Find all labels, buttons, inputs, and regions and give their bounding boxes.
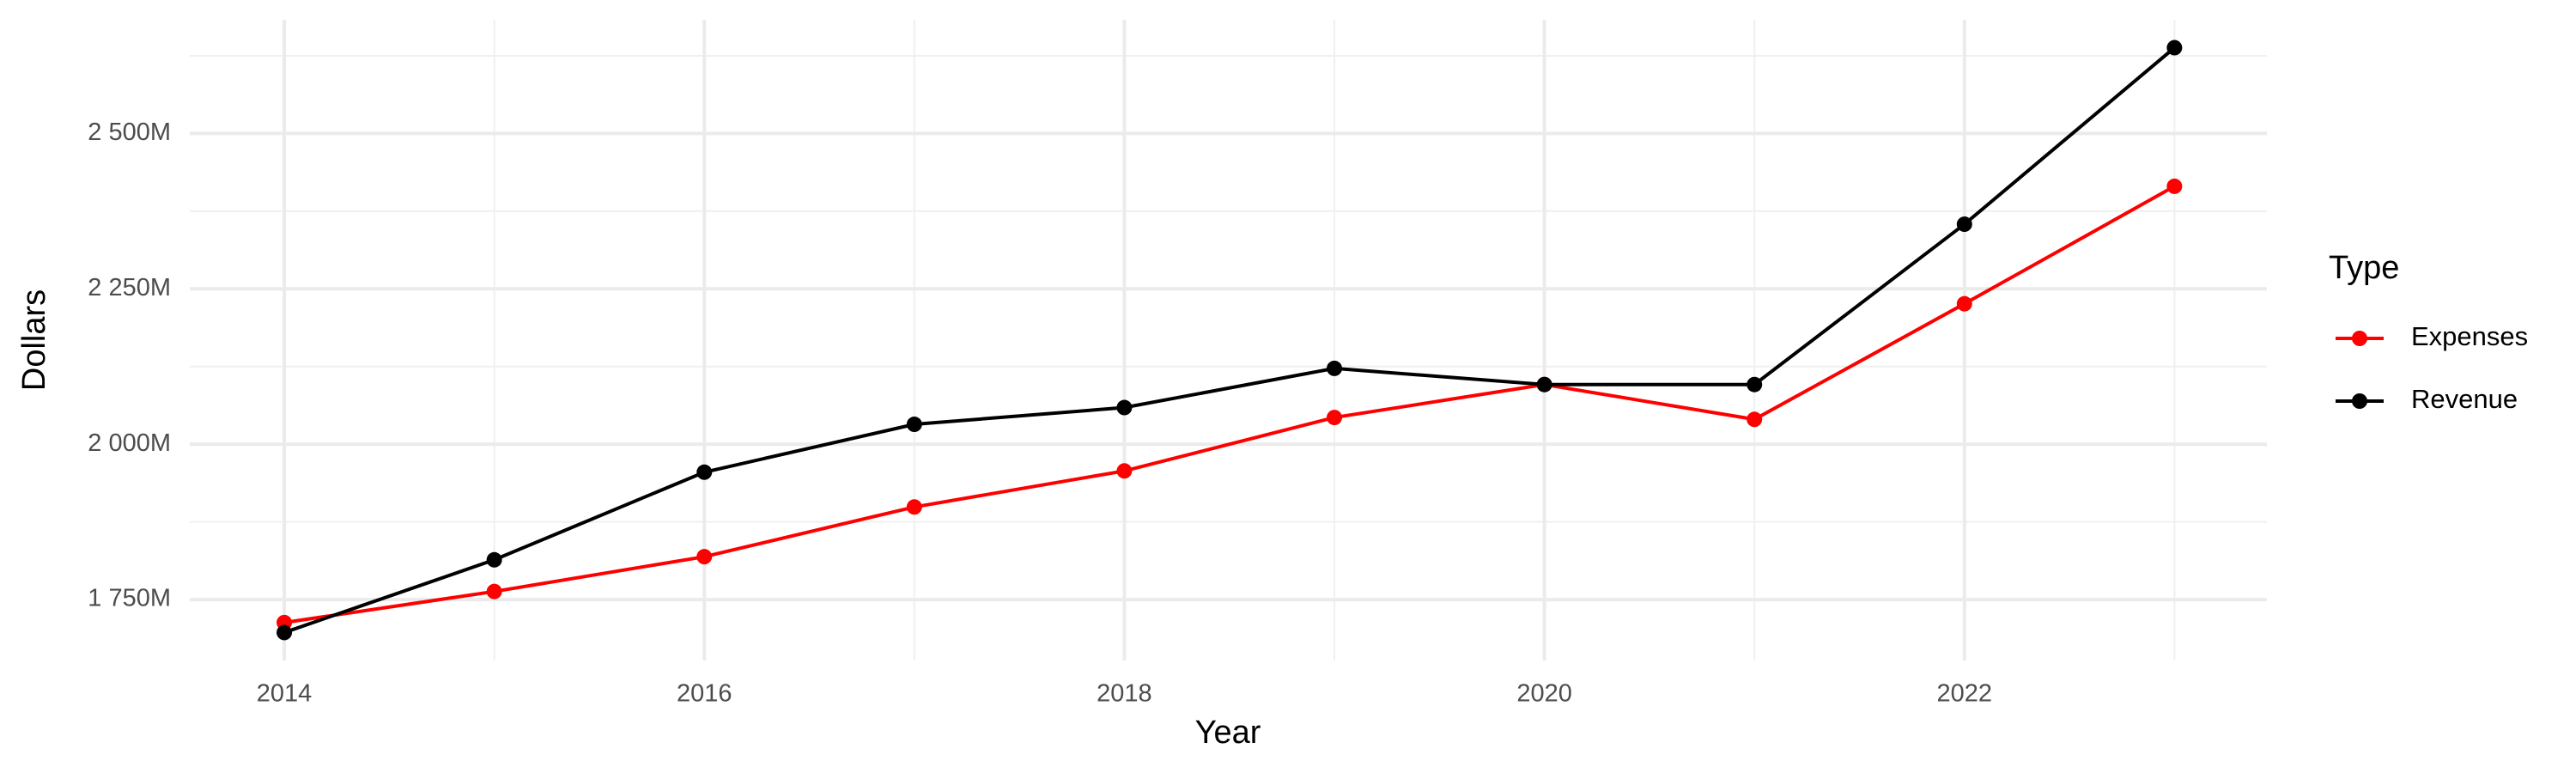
legend-key-point: [2352, 393, 2367, 409]
x-axis-title: Year: [1195, 715, 1261, 751]
legend-label: Revenue: [2411, 384, 2518, 414]
data-point: [2166, 40, 2183, 56]
legend-title: Type: [2329, 250, 2399, 286]
data-point: [696, 549, 713, 565]
data-point: [1747, 411, 1763, 428]
y-tick-label: 2 000M: [88, 429, 171, 457]
data-point: [1327, 410, 1343, 426]
legend-label: Expenses: [2411, 321, 2528, 351]
y-tick-label: 1 750M: [88, 585, 171, 612]
data-point: [276, 624, 293, 641]
x-tick-label: 2022: [1937, 680, 1993, 708]
y-tick-label: 2 250M: [88, 274, 171, 301]
data-point: [1956, 295, 1972, 312]
data-point: [486, 583, 502, 600]
x-tick-label: 2016: [677, 680, 732, 708]
series-line: [283, 185, 2176, 624]
data-point: [906, 499, 922, 515]
data-point: [906, 417, 922, 433]
data-point: [1747, 376, 1763, 393]
data-point: [486, 551, 502, 568]
x-tick-label: 2018: [1097, 680, 1152, 708]
legend-key-point: [2352, 331, 2367, 346]
y-tick-label: 2 500M: [88, 119, 171, 146]
x-tick-label: 2020: [1516, 680, 1572, 708]
data-point: [2166, 178, 2183, 194]
x-tick-label: 2014: [257, 680, 313, 708]
y-axis-title: Dollars: [16, 289, 52, 391]
data-point: [1536, 376, 1552, 393]
data-point: [696, 464, 713, 480]
data-point: [1327, 360, 1343, 376]
data-point: [1116, 399, 1133, 416]
series-line: [283, 46, 2176, 635]
data-point: [1956, 216, 1972, 233]
data-point: [1116, 463, 1133, 479]
